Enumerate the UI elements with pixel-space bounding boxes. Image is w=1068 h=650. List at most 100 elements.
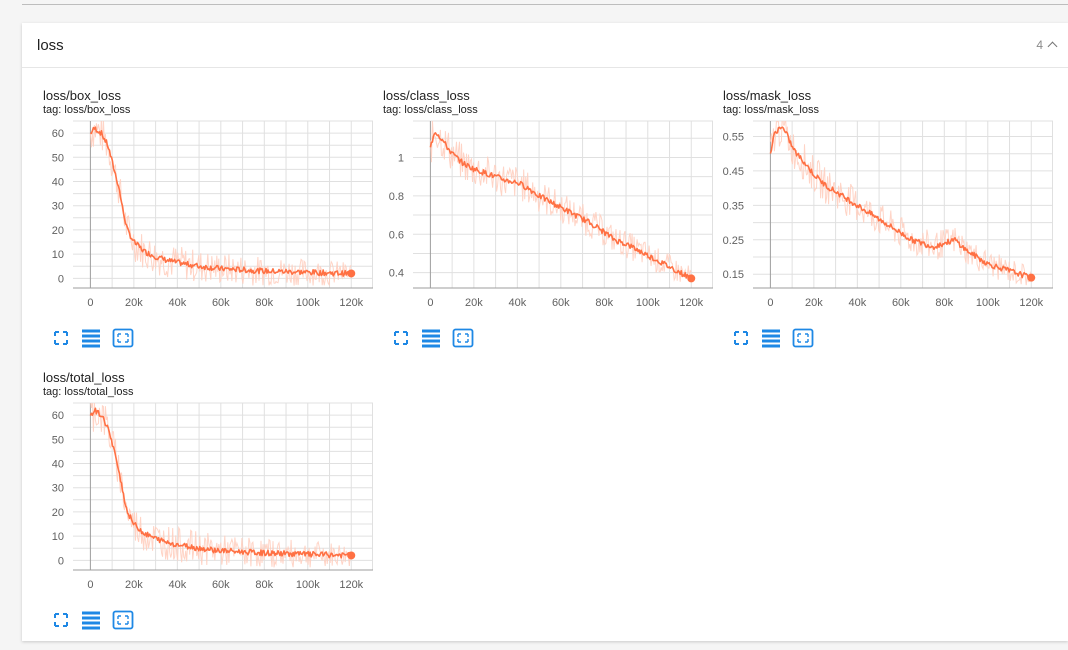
toggle-log-scale-icon xyxy=(82,329,100,348)
fit-domain-button[interactable] xyxy=(50,610,72,630)
series-end-point xyxy=(687,274,696,283)
x-tick-label: 120k xyxy=(1019,297,1043,309)
chart-tag: tag: loss/total_loss xyxy=(43,386,134,398)
chart-plot[interactable]: 0 10 20 30 40 50 60 0 20k 40k 60k 80k 100k 120k xyxy=(43,400,373,600)
y-tick-label: 0.8 xyxy=(389,191,404,203)
y-tick-label: 0 xyxy=(58,555,64,567)
y-tick-label: 0.15 xyxy=(723,269,744,281)
chart-plot[interactable]: 0.4 0.6 0.8 1 0 20k 40k 60k 80k 100k 120k xyxy=(383,118,713,318)
y-tick-label: 30 xyxy=(52,483,64,495)
y-tick-label: 0 xyxy=(58,273,64,285)
x-tick-label: 60k xyxy=(212,297,230,309)
expand-chart-button[interactable] xyxy=(792,328,814,348)
x-tick-label: 80k xyxy=(935,297,953,309)
toggle-log-scale-button[interactable] xyxy=(760,328,782,348)
expand-chart-icon xyxy=(112,610,134,630)
x-tick-label: 60k xyxy=(892,297,910,309)
grid xyxy=(73,402,373,570)
fit-domain-button[interactable] xyxy=(50,328,72,348)
y-tick-label: 50 xyxy=(52,152,64,164)
fit-domain-button[interactable] xyxy=(390,328,412,348)
series-line-raw xyxy=(90,403,352,568)
series-line-raw xyxy=(769,121,1032,286)
expand-chart-button[interactable] xyxy=(452,328,474,348)
x-tick-label: 100k xyxy=(636,297,660,309)
y-tick-label: 60 xyxy=(52,128,64,140)
chart-plot[interactable]: 0.15 0.25 0.35 0.45 0.55 0 20k 40k 60k 80k 100k 120… xyxy=(723,118,1053,318)
y-tick-label: 50 xyxy=(52,434,64,446)
x-tick-label: 100k xyxy=(296,297,320,309)
x-tick-label: 40k xyxy=(168,579,186,591)
top-divider xyxy=(22,4,1068,5)
x-tick-label: 0 xyxy=(767,297,773,309)
series-line-smoothed xyxy=(89,126,352,277)
expand-chart-button[interactable] xyxy=(112,610,134,630)
series-end-point xyxy=(1027,273,1036,282)
x-tick-label: 20k xyxy=(465,297,483,309)
chart-title: loss/class_loss xyxy=(383,88,470,103)
toggle-log-scale-icon xyxy=(422,329,440,348)
toggle-log-scale-icon xyxy=(82,611,100,630)
expand-chart-icon xyxy=(112,328,134,348)
series-group xyxy=(89,121,352,287)
expand-chart-button[interactable] xyxy=(112,328,134,348)
y-tick-label: 10 xyxy=(52,531,64,543)
x-tick-label: 20k xyxy=(125,579,143,591)
chart-tag: tag: loss/mask_loss xyxy=(723,104,819,116)
chart-tag: tag: loss/box_loss xyxy=(43,104,131,116)
expand-chart-icon xyxy=(452,328,474,348)
toggle-log-scale-button[interactable] xyxy=(420,328,442,348)
fit-domain-icon xyxy=(54,613,68,627)
chart-title: loss/box_loss xyxy=(43,88,122,103)
x-tick-label: 0 xyxy=(427,297,433,309)
y-tick-label: 40 xyxy=(52,177,64,189)
loss-section-card: loss 4 loss/box_loss tag: loss/box_loss … xyxy=(22,23,1068,641)
fit-domain-button[interactable] xyxy=(730,328,752,348)
series-line-smoothed xyxy=(769,126,1033,281)
series-group xyxy=(769,121,1033,286)
series-group xyxy=(89,403,352,568)
fit-domain-icon xyxy=(734,331,748,345)
grid xyxy=(753,121,1053,288)
toggle-log-scale-button[interactable] xyxy=(80,610,102,630)
chart-card-mask-loss: loss/mask_loss tag: loss/mask_loss 0.15 0… xyxy=(723,88,1053,368)
y-tick-label: 20 xyxy=(52,507,64,519)
y-tick-label: 10 xyxy=(52,249,64,261)
x-tick-label: 0 xyxy=(87,297,93,309)
chevron-up-icon[interactable] xyxy=(1047,41,1058,52)
x-tick-label: 100k xyxy=(976,297,1000,309)
x-tick-label: 80k xyxy=(255,579,273,591)
series-line-smoothed xyxy=(89,407,352,559)
y-tick-label: 30 xyxy=(52,201,64,213)
chart-plot[interactable]: 0 10 20 30 40 50 60 0 20k 40k 60k 80k 100k 120k xyxy=(43,118,373,318)
y-tick-label: 0.6 xyxy=(389,229,404,241)
x-tick-label: 40k xyxy=(168,297,186,309)
chart-title: loss/mask_loss xyxy=(723,88,812,103)
toggle-log-scale-icon xyxy=(762,329,780,348)
x-tick-label: 40k xyxy=(848,297,866,309)
x-tick-label: 80k xyxy=(255,297,273,309)
chart-card-total-loss: loss/total_loss tag: loss/total_loss 0 10… xyxy=(43,370,373,650)
series-group xyxy=(429,121,692,282)
x-tick-label: 20k xyxy=(805,297,823,309)
y-tick-label: 0.35 xyxy=(723,200,744,212)
section-count-value: 4 xyxy=(1036,38,1043,52)
series-end-point xyxy=(347,269,356,278)
x-tick-label: 100k xyxy=(296,579,320,591)
section-title: loss xyxy=(37,37,64,54)
y-tick-label: 0.4 xyxy=(389,268,404,280)
y-tick-label: 20 xyxy=(52,225,64,237)
x-tick-label: 120k xyxy=(339,297,363,309)
chart-card-box-loss: loss/box_loss tag: loss/box_loss 0 10 20 30… xyxy=(43,88,373,368)
y-tick-label: 1 xyxy=(398,152,404,164)
fit-domain-icon xyxy=(54,331,68,345)
section-header[interactable]: loss 4 xyxy=(22,23,1068,68)
x-tick-label: 80k xyxy=(595,297,613,309)
x-tick-label: 60k xyxy=(552,297,570,309)
section-count[interactable]: 4 xyxy=(1036,38,1058,52)
series-line-smoothed xyxy=(429,132,692,282)
toggle-log-scale-button[interactable] xyxy=(80,328,102,348)
x-tick-label: 120k xyxy=(339,579,363,591)
chart-tag: tag: loss/class_loss xyxy=(383,104,478,116)
x-tick-label: 40k xyxy=(508,297,526,309)
